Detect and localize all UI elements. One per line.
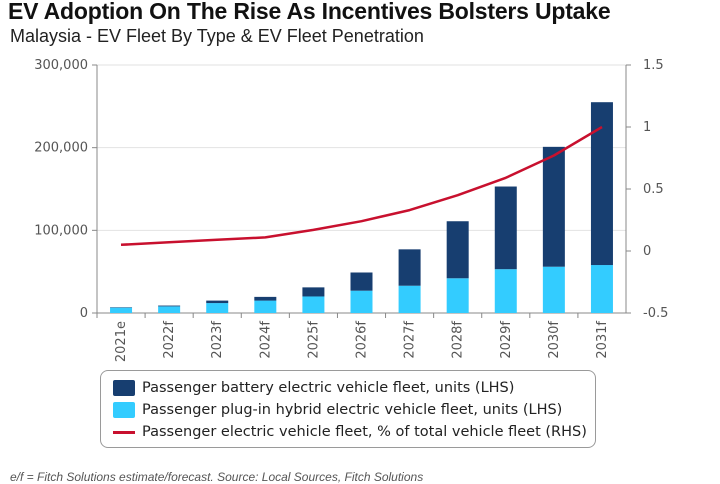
bar-bev — [158, 306, 180, 307]
right-axis-tick-label: -0.5 — [643, 306, 668, 321]
bar-bev — [399, 249, 421, 285]
x-axis-tick-label: 2025f — [306, 321, 321, 359]
x-axis-tick-label: 2024f — [258, 321, 273, 359]
bar-phev — [495, 269, 517, 313]
bar-bev — [302, 287, 324, 296]
bar-bev — [206, 301, 228, 303]
tick-labels: 0 100,000 200,000 300,000 -0.5 0 0.5 1 1.5 2021e 2… — [34, 58, 668, 362]
legend-swatch-penetration — [113, 431, 135, 434]
right-axis-tick-label: 0 — [643, 244, 651, 259]
bar-bev — [495, 187, 517, 270]
x-axis-tick-label: 2023f — [210, 321, 225, 359]
x-axis-tick-label: 2027f — [403, 321, 418, 359]
legend-label-penetration: Passenger electric vehicle fleet, % of t… — [142, 424, 587, 440]
legend-swatch-bev — [113, 380, 135, 396]
bar-phev — [158, 306, 180, 313]
x-axis-tick-label: 2031f — [595, 321, 610, 359]
x-axis-tick-label: 2022f — [162, 321, 177, 359]
legend-item-phev: Passenger plug-in hybrid electric vehicl… — [113, 399, 595, 421]
legend: Passenger battery electric vehicle fleet… — [100, 370, 596, 448]
x-axis-tick-label: 2029f — [499, 321, 514, 359]
bar-phev — [254, 301, 276, 313]
x-axis-tick-label: 2030f — [547, 321, 562, 359]
legend-label-phev: Passenger plug-in hybrid electric vehicl… — [142, 402, 562, 418]
left-axis-tick-label: 200,000 — [34, 141, 88, 156]
legend-item-bev: Passenger battery electric vehicle fleet… — [113, 377, 595, 399]
bar-phev — [302, 296, 324, 313]
bar-phev — [110, 308, 132, 313]
right-axis-tick-label: 0.5 — [643, 182, 664, 197]
right-axis-tick-label: 1.5 — [643, 58, 664, 73]
bar-phev — [399, 286, 421, 313]
bar-phev — [543, 267, 565, 313]
bar-bev — [591, 102, 613, 265]
bar-bev — [351, 272, 373, 290]
left-axis-tick-label: 300,000 — [34, 58, 88, 73]
bar-phev — [447, 278, 469, 313]
bar-phev — [591, 265, 613, 313]
left-axis-tick-label: 100,000 — [34, 223, 88, 238]
penetration-line — [121, 127, 602, 245]
bar-bev — [447, 221, 469, 278]
x-axis-tick-label: 2028f — [451, 321, 466, 359]
legend-swatch-phev — [113, 402, 135, 418]
legend-label-bev: Passenger battery electric vehicle fleet… — [142, 380, 514, 396]
bar-phev — [206, 303, 228, 313]
bars — [110, 102, 613, 313]
penetration-line-path — [121, 127, 602, 245]
left-axis-tick-label: 0 — [80, 306, 88, 321]
source-footnote: e/f = Fitch Solutions estimate/forecast.… — [10, 470, 423, 484]
right-axis-tick-label: 1 — [643, 120, 651, 135]
bar-phev — [351, 291, 373, 313]
x-axis-tick-label: 2026f — [355, 321, 370, 359]
bar-bev — [543, 147, 565, 267]
bar-bev — [254, 297, 276, 301]
legend-item-penetration: Passenger electric vehicle fleet, % of t… — [113, 421, 595, 443]
x-axis-tick-label: 2021e — [114, 321, 129, 362]
